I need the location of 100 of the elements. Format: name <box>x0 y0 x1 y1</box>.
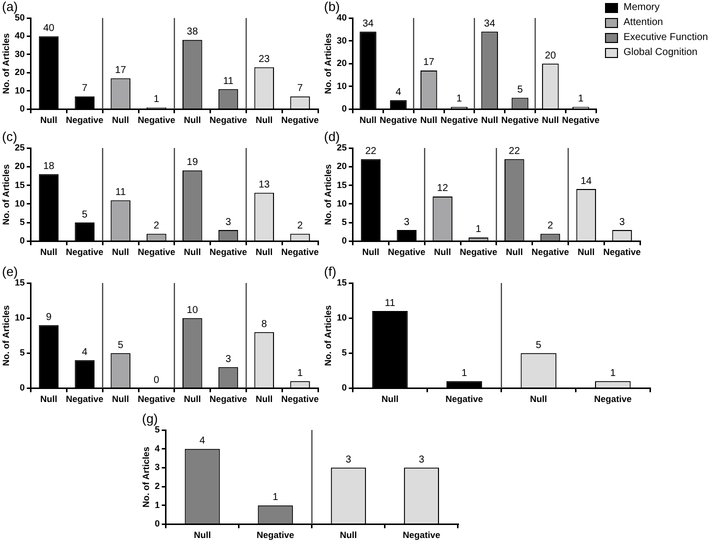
data-label: 11 <box>115 186 126 198</box>
legend-label: Executive Function <box>624 31 708 45</box>
y-tick-label: 15 <box>336 277 347 288</box>
chart-title: (f) <box>324 264 336 279</box>
x-tick-label: Null <box>112 247 130 258</box>
x-tick-label: Negative <box>281 394 319 404</box>
data-label: 13 <box>258 179 270 190</box>
y-tick-label: 10 <box>336 198 347 208</box>
data-label: 1 <box>578 94 584 105</box>
x-tick-label: Null <box>362 247 380 258</box>
y-tick-label: 20 <box>336 161 347 172</box>
x-tick-label: Negative <box>66 394 104 404</box>
y-tick-label: 40 <box>14 30 25 41</box>
x-tick-label: Null <box>530 394 548 404</box>
x-tick-label: Negative <box>281 247 319 258</box>
x-tick-label: Negative <box>256 530 294 540</box>
data-label: 23 <box>258 54 270 65</box>
y-axis-title: No. of Articles <box>0 305 11 366</box>
x-tick-label: Null <box>184 394 201 404</box>
data-label: 5 <box>82 209 88 220</box>
y-tick-label: 15 <box>14 277 25 288</box>
y-tick-label: 10 <box>14 85 25 96</box>
x-tick-label: Null <box>381 394 398 404</box>
y-tick-label: 30 <box>14 48 25 59</box>
data-label: 1 <box>610 368 616 379</box>
y-tick-label: 15 <box>14 180 25 190</box>
y-tick-label: 5 <box>342 217 347 228</box>
data-label: 2 <box>547 220 554 232</box>
x-tick-label: Null <box>112 394 130 404</box>
data-label: 14 <box>580 176 592 187</box>
y-axis-title: No. of Articles <box>0 33 11 94</box>
y-axis-title: No. of Articles <box>0 164 11 225</box>
data-label: 5 <box>118 340 124 351</box>
data-label: 7 <box>297 83 304 94</box>
data-label: 22 <box>365 146 377 157</box>
y-tick-label: 30 <box>336 35 347 46</box>
y-tick-label: 50 <box>14 12 25 22</box>
x-tick-label: Null <box>256 394 273 404</box>
x-tick-label: Negative <box>138 394 176 404</box>
data-label: 17 <box>423 57 435 68</box>
y-tick-label: 15 <box>336 180 347 190</box>
data-label: 11 <box>223 76 234 87</box>
y-tick-label: 10 <box>336 80 347 91</box>
x-tick-label: Null <box>360 115 377 126</box>
data-label: 34 <box>484 18 496 30</box>
chart-title: (c) <box>2 129 18 144</box>
x-tick-label: Negative <box>562 115 600 126</box>
data-label: 4 <box>82 346 88 358</box>
x-tick-label: Negative <box>594 394 632 404</box>
data-label: 11 <box>384 298 396 309</box>
x-tick-label: Negative <box>440 115 478 126</box>
x-tick-label: Negative <box>388 247 426 258</box>
data-label: 1 <box>456 94 462 105</box>
data-label: 1 <box>476 224 482 236</box>
data-label: 10 <box>186 304 198 316</box>
data-label: 5 <box>517 84 524 96</box>
data-label: 12 <box>436 183 449 194</box>
y-tick-label: 20 <box>336 58 347 68</box>
y-axis-title: No. of Articles <box>322 305 333 366</box>
x-tick-label: Null <box>340 530 357 540</box>
x-tick-label: Null <box>256 115 273 126</box>
y-tick-label: 25 <box>14 142 25 152</box>
data-label: 3 <box>418 454 425 466</box>
data-label: 1 <box>297 368 304 379</box>
x-tick-label: Null <box>40 394 58 404</box>
data-label: 4 <box>396 86 402 98</box>
data-label: 3 <box>225 216 232 228</box>
y-tick-label: 0 <box>342 236 347 246</box>
x-tick-label: Negative <box>501 115 539 126</box>
y-tick-label: 10 <box>336 312 347 323</box>
x-tick-label: Null <box>112 115 130 126</box>
x-tick-label: Negative <box>138 247 176 258</box>
data-label: 18 <box>43 160 55 172</box>
chart-title: (g) <box>142 411 158 426</box>
x-tick-label: Null <box>184 115 201 126</box>
legend-label: Attention <box>624 16 663 30</box>
x-tick-label: Negative <box>402 530 440 540</box>
y-tick-label: 0 <box>342 104 347 114</box>
y-tick-label: 25 <box>336 142 347 152</box>
y-tick-label: 2 <box>154 481 160 492</box>
data-label: 4 <box>200 436 206 447</box>
data-label: 20 <box>544 50 556 62</box>
x-tick-label: Negative <box>460 247 498 258</box>
data-label: 17 <box>114 64 127 76</box>
x-tick-label: Negative <box>380 115 418 126</box>
data-label: 22 <box>508 146 520 157</box>
data-label: 7 <box>82 83 88 94</box>
data-label: 19 <box>186 157 198 168</box>
x-tick-label: Negative <box>281 115 319 126</box>
x-tick-label: Negative <box>209 394 248 404</box>
x-tick-label: Null <box>506 247 523 258</box>
data-label: 34 <box>362 18 374 30</box>
y-tick-label: 5 <box>20 348 25 358</box>
x-tick-label: Null <box>420 115 438 126</box>
chart-title: (a) <box>2 0 18 14</box>
chart-title: (d) <box>324 129 340 144</box>
x-tick-label: Null <box>578 247 595 258</box>
data-label: 1 <box>461 368 468 379</box>
y-axis-title: No. of Articles <box>322 164 333 225</box>
y-tick-label: 0 <box>20 382 25 393</box>
